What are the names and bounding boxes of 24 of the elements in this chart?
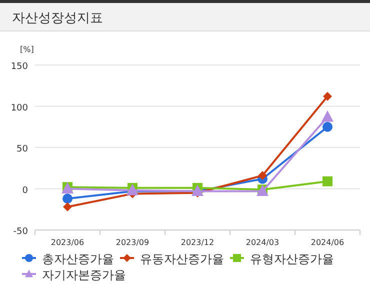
point	[258, 171, 267, 180]
x-tick-label: 2024/06	[310, 238, 344, 247]
y-tick-label: 100	[10, 103, 28, 114]
x-tick-label: 2023/09	[116, 238, 150, 247]
point	[63, 202, 72, 212]
point	[322, 176, 332, 186]
legend-label: 유형자산증가율	[250, 252, 334, 266]
point	[323, 92, 332, 101]
point	[62, 194, 72, 204]
y-tick-label: 0	[22, 186, 28, 196]
y-axis-title: [%]	[20, 45, 34, 54]
chart-title: 자산성장성지표	[12, 11, 103, 26]
point	[322, 122, 332, 132]
legend-label: 총자산증가율	[42, 252, 114, 266]
x-tick-label: 2023/12	[180, 238, 214, 247]
point	[126, 184, 138, 196]
legend-label: 자기자본증가율	[42, 268, 126, 282]
y-tick-label: 50	[16, 144, 28, 154]
x-tick-label: 2024/03	[246, 238, 280, 247]
y-tick-label: -50	[13, 227, 28, 237]
y-tick-label: 150	[10, 62, 28, 72]
legend-label: 유동자산증가율	[140, 252, 224, 266]
x-tick-label: 2023/06	[50, 238, 84, 247]
point	[322, 110, 334, 122]
